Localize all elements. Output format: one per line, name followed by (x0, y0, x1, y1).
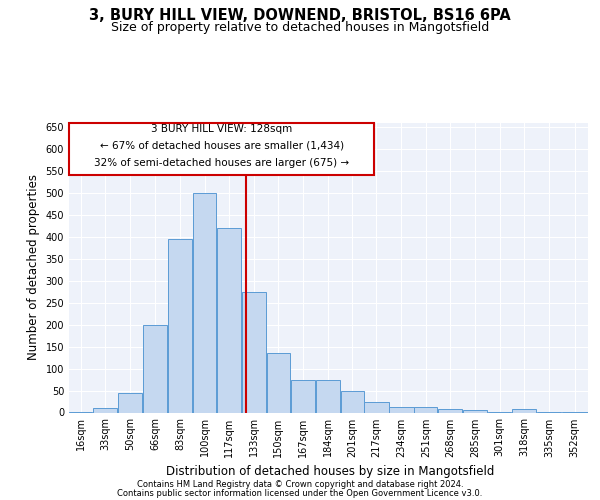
Bar (217, 228, 241, 412)
Bar (316, 380, 340, 412)
Bar (389, 407, 413, 412)
Text: Contains HM Land Registry data © Crown copyright and database right 2024.: Contains HM Land Registry data © Crown c… (137, 480, 463, 489)
Bar (143, 324, 167, 412)
Text: Distribution of detached houses by size in Mangotsfield: Distribution of detached houses by size … (166, 464, 494, 477)
Bar (415, 407, 437, 412)
Bar (168, 239, 193, 412)
Bar (290, 380, 315, 412)
Bar (93, 408, 117, 412)
Bar (118, 392, 142, 412)
Text: ← 67% of detached houses are smaller (1,434): ← 67% of detached houses are smaller (1,… (100, 141, 344, 151)
Bar (341, 390, 364, 412)
Bar (267, 353, 290, 412)
Y-axis label: Number of detached properties: Number of detached properties (27, 174, 40, 360)
Text: 32% of semi-detached houses are larger (675) →: 32% of semi-detached houses are larger (… (94, 158, 349, 168)
Text: 3, BURY HILL VIEW, DOWNEND, BRISTOL, BS16 6PA: 3, BURY HILL VIEW, DOWNEND, BRISTOL, BS1… (89, 8, 511, 22)
Bar (193, 193, 216, 412)
Bar (364, 402, 389, 412)
Text: Size of property relative to detached houses in Mangotsfield: Size of property relative to detached ho… (111, 21, 489, 34)
Text: Contains public sector information licensed under the Open Government Licence v3: Contains public sector information licen… (118, 488, 482, 498)
Bar (463, 410, 487, 412)
Bar (242, 292, 266, 412)
Text: 3 BURY HILL VIEW: 128sqm: 3 BURY HILL VIEW: 128sqm (151, 124, 292, 134)
Bar (512, 409, 536, 412)
Bar (438, 409, 463, 412)
